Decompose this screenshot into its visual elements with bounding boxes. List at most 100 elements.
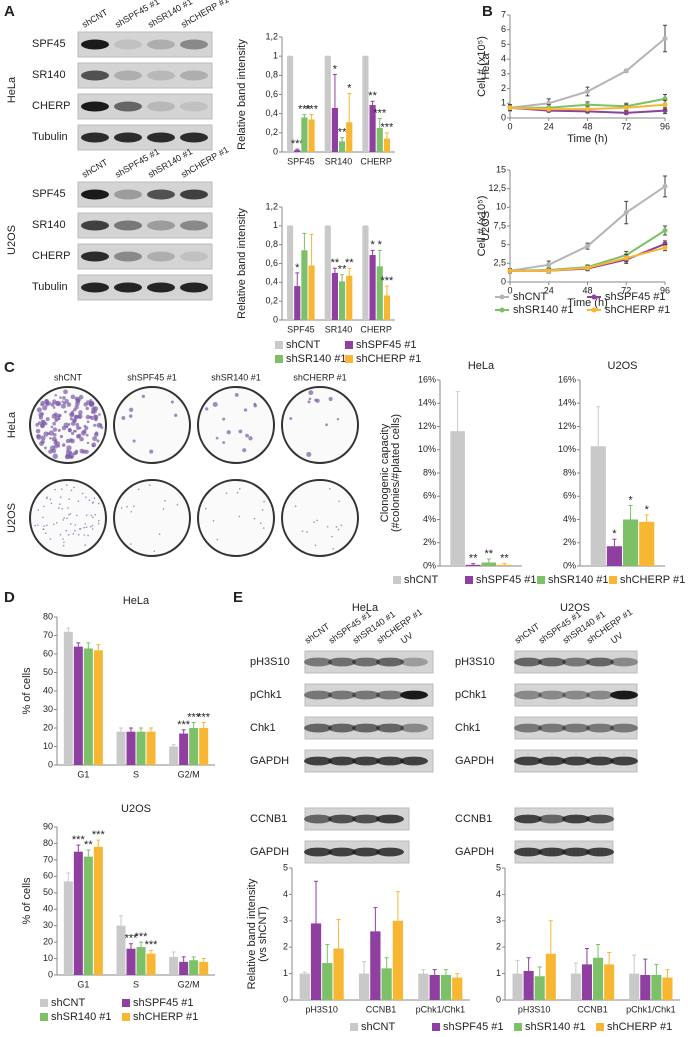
colony (75, 425, 81, 431)
x-tick-label: SPF45 (287, 324, 315, 334)
legend-swatch (499, 307, 505, 313)
bar (381, 968, 392, 1000)
colony (170, 400, 174, 404)
blot-band (114, 132, 142, 143)
culture-dish (113, 386, 191, 464)
colony (72, 533, 75, 535)
bar (287, 225, 294, 320)
chart-title: HeLa (123, 595, 150, 607)
x-tick-label: 72 (621, 285, 631, 295)
y-tick-label: 3 (501, 68, 506, 78)
colony (40, 400, 46, 406)
blot-band (610, 657, 638, 667)
blot-band (400, 690, 428, 700)
y-tick-label: 14% (418, 398, 436, 408)
significance-label: *** (298, 104, 312, 116)
error-bar (395, 891, 400, 921)
x-axis-label: Time (h) (567, 297, 608, 309)
blot-band (538, 847, 566, 857)
y-tick-label: 0,2 (265, 127, 278, 137)
blot-band (328, 814, 356, 824)
y-tick-label: 10 (496, 202, 506, 212)
protein-label: Tubulin (32, 281, 68, 293)
legend-swatch (40, 999, 48, 1007)
colony (336, 418, 340, 421)
colony (37, 509, 40, 511)
error-bar (149, 727, 154, 732)
colony (94, 431, 99, 435)
colony (85, 406, 89, 411)
error-bar (325, 944, 330, 964)
bar (73, 851, 83, 975)
legend-swatch (514, 1023, 522, 1031)
blot-band (514, 756, 542, 766)
colony (72, 429, 76, 433)
point (546, 106, 552, 112)
y-tick-label: 12% (418, 421, 436, 431)
error-bar (665, 969, 670, 978)
colony (316, 519, 318, 522)
x-tick-label: G2/M (178, 979, 200, 989)
colony (74, 404, 79, 410)
colony (62, 396, 66, 400)
blot-band (562, 756, 590, 766)
legend-label: shSPF45 #1 (133, 997, 194, 1009)
x-tick-label: pChk1/Chk1 (626, 1004, 676, 1014)
panel-letter: C (4, 359, 15, 376)
cell-line-label: U2OS (6, 225, 18, 255)
y-tick-label: 1,2 (265, 31, 278, 41)
colony (94, 418, 98, 422)
blot-band (304, 723, 332, 733)
significance-label: ** (338, 264, 347, 276)
bar (593, 957, 604, 1000)
y-axis-label: (#colonies/#plated cells) (390, 414, 402, 532)
y-tick-label: 6% (423, 491, 436, 501)
error-bar (76, 642, 81, 647)
colony (52, 453, 58, 459)
colony (77, 433, 82, 438)
colony (75, 514, 78, 517)
colony (48, 449, 53, 454)
error-bar (66, 872, 71, 882)
y-tick-label: 0,6 (265, 258, 278, 268)
error-bar (612, 538, 617, 547)
blot-band (376, 723, 404, 733)
colony (61, 443, 66, 447)
error-bar (340, 274, 345, 282)
colony (238, 429, 243, 434)
error-bar (455, 391, 460, 432)
bar (136, 947, 146, 975)
colony (301, 530, 304, 533)
error-bar (332, 73, 337, 108)
protein-label: Chk1 (455, 722, 481, 734)
legend-label: shSR140 #1 (525, 1021, 586, 1033)
colony (259, 522, 262, 525)
protein-label: SPF45 (32, 188, 66, 200)
y-tick-label: 1 (273, 220, 278, 230)
legend-label: shCHERP #1 (607, 1021, 672, 1033)
colony (97, 522, 100, 525)
protein-label: CCNB1 (250, 813, 287, 825)
blot-band (376, 814, 404, 824)
legend-label: shSPF45 #1 (476, 574, 537, 586)
error-bar (96, 839, 101, 847)
colony (60, 488, 63, 491)
colony (69, 412, 75, 418)
error-bar (181, 956, 186, 962)
blot-band (180, 39, 208, 50)
point (585, 243, 590, 249)
blot-band (586, 690, 614, 700)
blot-band (514, 690, 542, 700)
x-tick-label: G2/M (178, 769, 200, 779)
blot-band (328, 723, 356, 733)
legend-label: shCHERP #1 (133, 1011, 198, 1023)
significance-label: *** (291, 138, 305, 150)
error-bar (302, 971, 307, 974)
significance-label: ** (345, 257, 354, 269)
blot-band (147, 39, 175, 50)
blot-band (147, 220, 175, 231)
panel-letter: E (233, 589, 243, 606)
colony (133, 505, 135, 507)
y-tick-label: 0 (273, 146, 278, 156)
